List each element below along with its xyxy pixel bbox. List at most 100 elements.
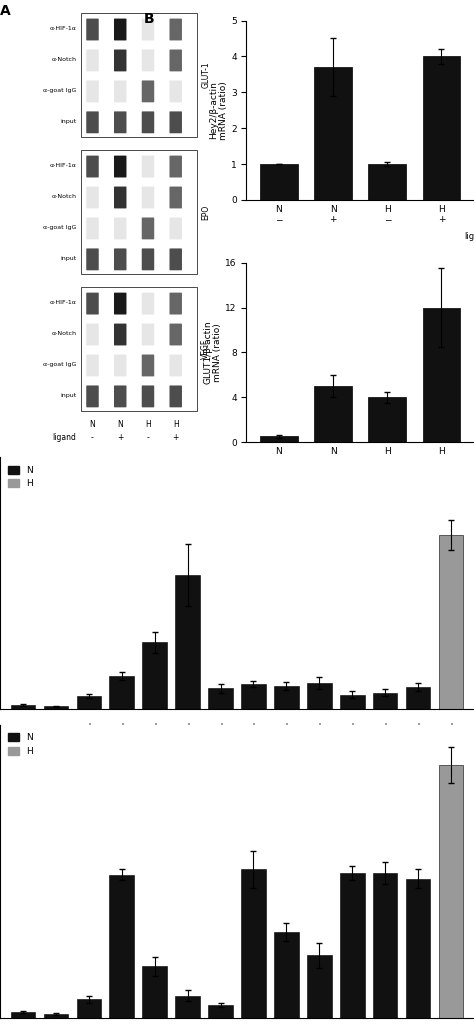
FancyBboxPatch shape [142,80,154,103]
Text: α-goat IgG: α-goat IgG [43,362,76,367]
Text: input: input [60,393,76,398]
Bar [340,695,365,709]
FancyBboxPatch shape [86,386,99,407]
Text: ligand: ligand [464,232,474,242]
Bar [260,437,298,442]
FancyBboxPatch shape [142,324,154,345]
Text: -: - [449,791,453,801]
Text: -: - [252,791,255,801]
FancyBboxPatch shape [114,293,127,315]
Text: -: - [350,745,354,756]
Text: WT: WT [0,745,1,755]
Text: -: - [219,745,222,756]
FancyBboxPatch shape [142,49,154,71]
FancyBboxPatch shape [86,80,99,103]
Text: B: B [144,11,155,26]
Text: α-Notch: α-Notch [51,194,76,199]
Bar [76,999,101,1018]
FancyBboxPatch shape [170,218,182,240]
Text: -: - [449,768,453,778]
Text: -: - [54,723,58,733]
Bar [142,966,167,1018]
Y-axis label: GLUT1/β-actin
mRNA (ratio): GLUT1/β-actin mRNA (ratio) [203,321,222,384]
FancyBboxPatch shape [114,155,127,178]
Text: -: - [87,791,91,801]
FancyBboxPatch shape [170,355,182,376]
FancyBboxPatch shape [170,19,182,40]
Text: -: - [153,791,156,801]
Text: -: - [186,791,190,801]
Bar [406,688,430,709]
Text: α-HIF-1α: α-HIF-1α [49,27,76,31]
Legend: N, H: N, H [5,729,36,760]
Text: NNAA: NNAA [0,791,1,800]
Text: -: - [383,745,387,756]
Bar [142,642,167,709]
FancyBboxPatch shape [170,155,182,178]
Bar [422,307,460,442]
Text: ligand: ligand [464,470,474,479]
Bar [241,870,266,1018]
Bar [76,696,101,709]
Bar [109,675,134,709]
Text: -: - [54,768,58,778]
Bar [340,873,365,1018]
Text: +: + [151,723,159,733]
FancyBboxPatch shape [86,155,99,178]
Text: -: - [284,745,288,756]
Text: N1945A: N1945A [0,768,1,777]
Text: -: - [21,745,25,756]
FancyBboxPatch shape [170,293,182,315]
Text: -: - [416,745,420,756]
Text: H: H [145,419,151,429]
FancyBboxPatch shape [142,111,154,134]
Text: input: input [60,119,76,124]
Text: H: H [173,419,179,429]
FancyBboxPatch shape [86,49,99,71]
Text: α-HIF-1α: α-HIF-1α [49,300,76,305]
Bar [11,705,36,709]
Text: -: - [153,768,156,778]
FancyBboxPatch shape [114,386,127,407]
Text: +: + [315,723,323,733]
Text: +: + [118,723,126,733]
Text: -: - [318,768,321,778]
Bar [406,879,430,1018]
Text: -: - [91,433,94,442]
FancyBboxPatch shape [142,218,154,240]
Polygon shape [306,787,398,803]
Text: -: - [252,745,255,756]
Bar [373,873,398,1018]
FancyBboxPatch shape [170,80,182,103]
Text: -: - [416,768,420,778]
Text: +: + [85,723,93,733]
Polygon shape [207,765,300,780]
Text: α-goat IgG: α-goat IgG [43,225,76,230]
Text: -: - [350,768,354,778]
Bar [307,683,332,709]
Text: α-goat IgG: α-goat IgG [43,88,76,94]
FancyBboxPatch shape [86,324,99,345]
FancyBboxPatch shape [114,324,127,345]
FancyBboxPatch shape [170,49,182,71]
Text: -: - [120,768,124,778]
Legend: N, H: N, H [5,462,36,492]
Bar [438,536,463,709]
Text: N: N [118,419,123,429]
Text: -: - [318,745,321,756]
Text: +: + [249,723,257,733]
Bar [373,693,398,709]
Bar [109,875,134,1018]
Text: -: - [54,791,58,801]
Bar [274,687,299,709]
FancyBboxPatch shape [142,355,154,376]
Text: -: - [219,791,222,801]
FancyBboxPatch shape [142,293,154,315]
Text: +: + [283,723,291,733]
Text: input: input [60,256,76,261]
Text: -: - [120,791,124,801]
Y-axis label: Hey2/β-actin
mRNA (ratio): Hey2/β-actin mRNA (ratio) [209,81,228,140]
FancyBboxPatch shape [142,249,154,270]
Text: +: + [447,723,455,733]
FancyBboxPatch shape [114,186,127,209]
